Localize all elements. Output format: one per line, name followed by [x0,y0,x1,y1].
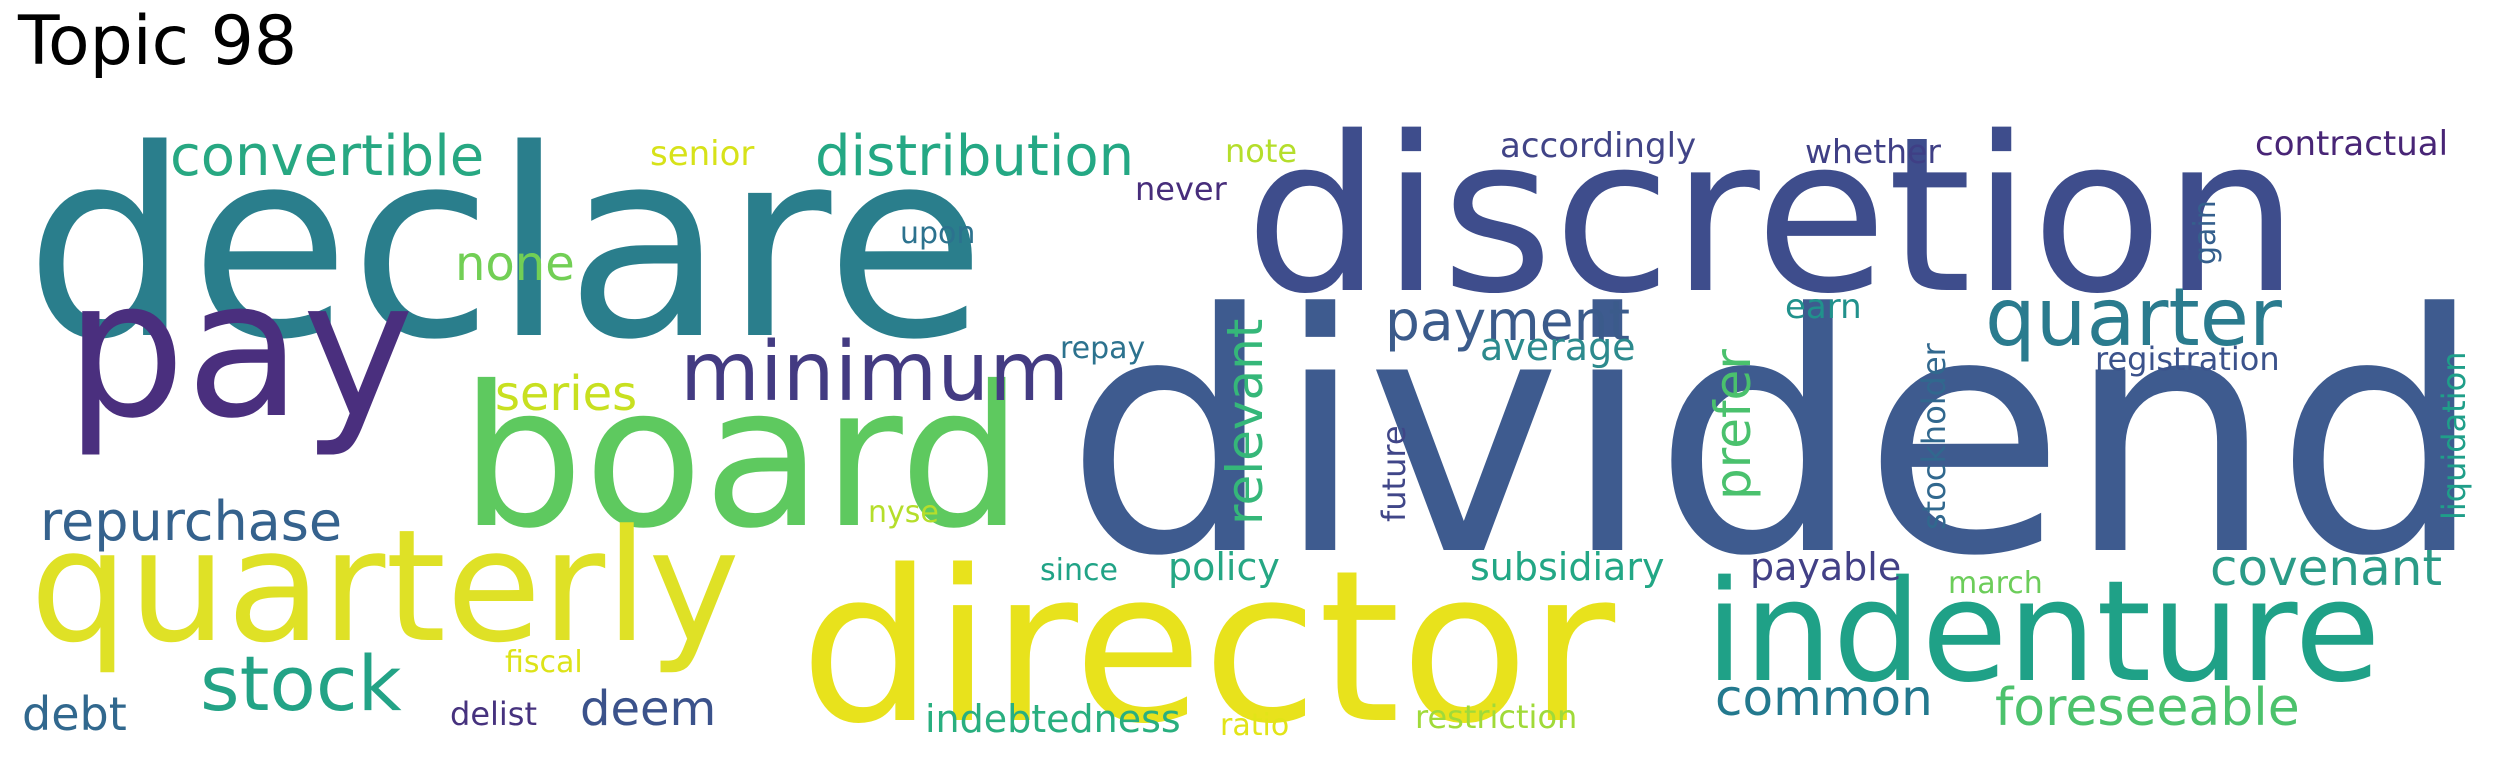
word-earn: earn [1785,287,1862,327]
word-stockholder: stockholder [1915,342,1953,530]
word-repay: repay [1060,331,1145,366]
word-nyse: nyse [868,495,939,530]
word-dividend: dividend [1065,244,2484,628]
word-series: series [495,366,637,422]
word-pay: pay [65,239,414,460]
word-covenant: covenant [2210,539,2442,597]
word-contractual: contractual [2255,124,2448,164]
word-indebtedness: indebtedness [925,697,1181,741]
word-subsidiary: subsidiary [1470,545,1664,589]
word-director: director [800,525,1616,764]
word-accordingly: accordingly [1500,126,1696,166]
word-payment: payment [1385,289,1630,353]
word-fiscal: fiscal [505,645,583,680]
word-minimum: minimum [680,325,1069,420]
word-future: future [1375,425,1413,522]
word-whether: whether [1805,132,1941,171]
word-liquidation: liquidation [2435,352,2473,520]
word-march: march [1948,566,2043,601]
word-relevant: relevant [1216,319,1274,525]
word-payable: payable [1750,545,1901,589]
word-board: board [460,344,1023,571]
word-registration: registration [2095,340,2280,378]
word-gain: gain [2188,200,2223,265]
word-deem: deem [580,681,716,737]
word-restriction: restriction [1415,698,1577,736]
word-delist: delist [450,695,537,733]
word-policy: policy [1168,545,1280,589]
word-common: common [1715,669,1933,727]
word-prefer: prefer [1704,349,1762,500]
word-average: average [1480,325,1636,369]
word-since: since [1040,553,1118,588]
word-never: never [1135,170,1228,208]
word-none: none [455,236,575,292]
word-discretion: discretion [1245,90,2299,341]
chart-title: Topic 98 [18,2,298,81]
word-distribution: distribution [815,124,1134,189]
word-declare: declare [25,95,986,397]
word-indenture: indenture [1705,551,2381,714]
word-note: note [1225,132,1297,170]
word-quarterly: quarterly [30,496,740,677]
word-quarter: quarter [1985,271,2282,364]
word-ratio: ratio [1220,708,1289,743]
word-stock: stock [200,639,402,728]
word-senior: senior [650,134,754,174]
word-repurchase: repurchase [40,490,342,553]
word-convertible: convertible [170,124,484,189]
word-foreseeable: foreseeable [1995,678,2300,738]
word-debt: debt [22,687,127,741]
word-upon: upon [900,216,975,251]
